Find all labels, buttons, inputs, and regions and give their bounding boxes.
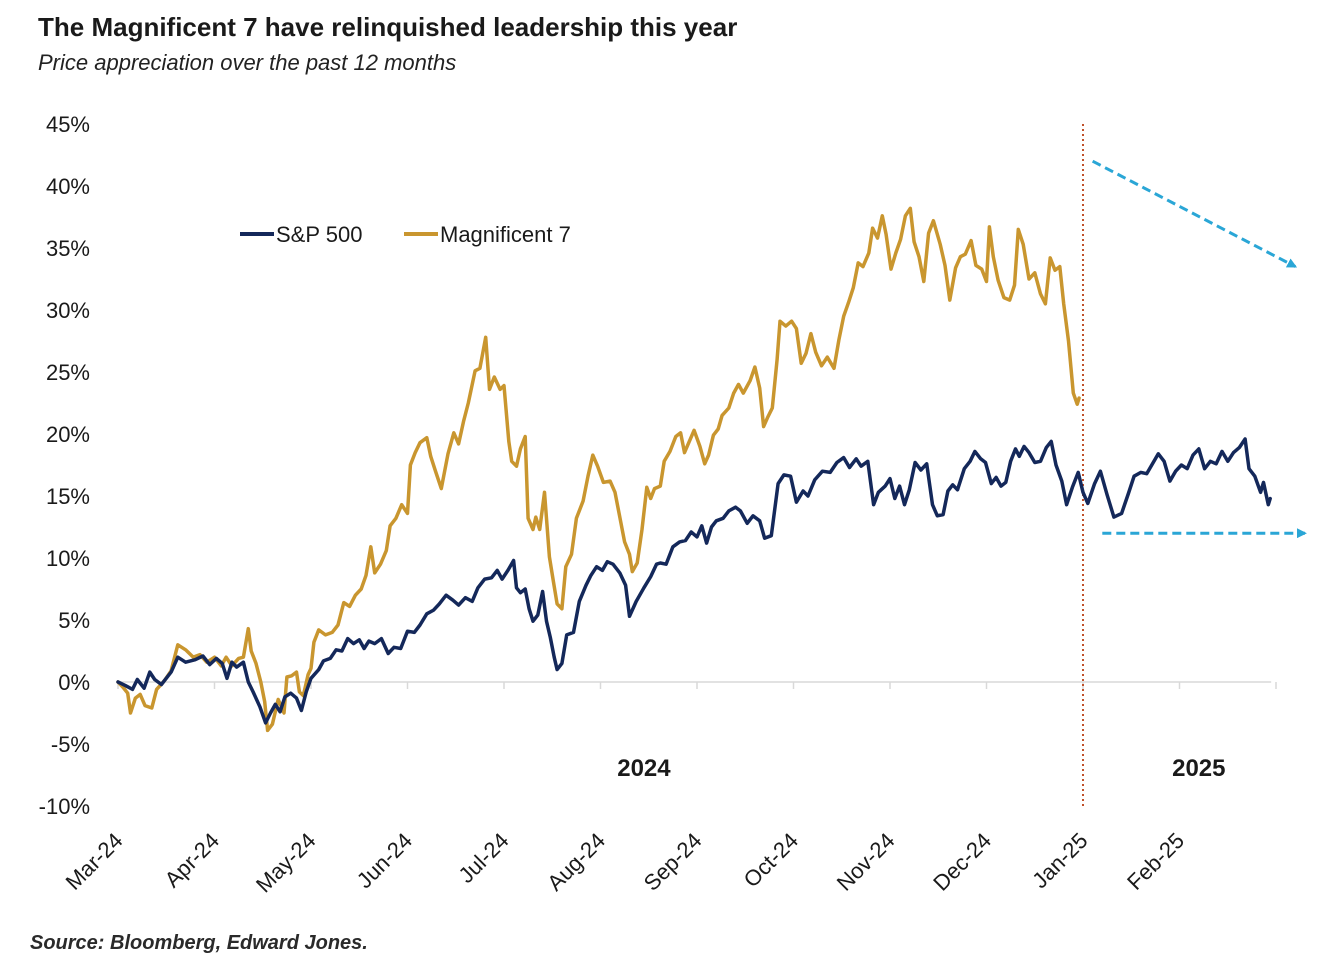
y-tick-label: 10% [46, 546, 90, 571]
trend-down-arrow [1091, 159, 1298, 268]
y-tick-label: 40% [46, 174, 90, 199]
x-tick-label: Mar-24 [61, 828, 128, 895]
year-label: 2024 [617, 755, 671, 782]
y-tick-label: 45% [46, 112, 90, 137]
year-labels: 2024 2025 [617, 755, 1225, 782]
y-axis-ticks: 45% 40% 35% 30% 25% 20% 15% 10% 5% 0% -5% -10% [39, 112, 90, 819]
y-tick-label: 15% [46, 484, 90, 509]
series-lines [116, 206, 1272, 733]
year-label: 2025 [1172, 755, 1225, 782]
y-tick-label: 25% [46, 360, 90, 385]
chart-title: The Magnificent 7 have relinquished lead… [38, 12, 738, 42]
x-tick-label: Sep-24 [639, 828, 707, 896]
y-tick-label: 30% [46, 298, 90, 323]
x-tick-label: Jun-24 [352, 828, 417, 893]
x-tick-label: Nov-24 [832, 828, 900, 896]
series-line-s-p-500 [116, 437, 1272, 725]
x-tick-label: Jul-24 [453, 828, 513, 888]
y-tick-label: -10% [39, 794, 90, 819]
x-tick-label: Oct-24 [739, 828, 803, 892]
annotations [1082, 124, 1307, 806]
chart-subtitle: Price appreciation over the past 12 mont… [38, 50, 457, 75]
y-tick-label: -5% [51, 732, 90, 757]
source-note: Source: Bloomberg, Edward Jones. [30, 932, 368, 954]
x-tick-label: Feb-25 [1122, 828, 1189, 895]
series-line-magnificent-7 [116, 206, 1081, 733]
x-tick-label: Jan-25 [1027, 828, 1092, 893]
x-axis: Mar-24 Apr-24 May-24 Jun-24 Jul-24 Aug-24 Sep-… [61, 681, 1277, 898]
x-tick-label: Aug-24 [542, 828, 610, 896]
x-tick-label: May-24 [251, 828, 321, 898]
y-tick-label: 0% [58, 670, 90, 695]
legend-label: S&P 500 [276, 222, 362, 247]
x-tick-label: Apr-24 [160, 828, 224, 892]
y-tick-label: 5% [58, 608, 90, 633]
legend-label: Magnificent 7 [440, 222, 571, 247]
x-tick-label: Dec-24 [928, 828, 996, 896]
legend: S&P 500 Magnificent 7 [240, 222, 571, 247]
y-tick-label: 35% [46, 236, 90, 261]
y-tick-label: 20% [46, 422, 90, 447]
